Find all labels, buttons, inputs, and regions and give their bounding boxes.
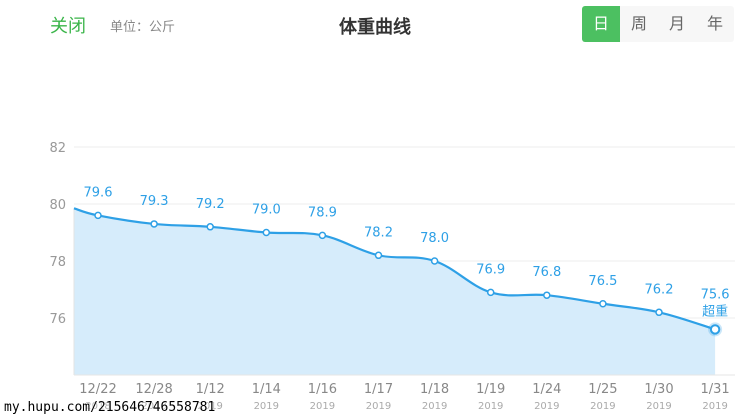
data-point	[709, 324, 721, 335]
tab-week[interactable]: 周	[620, 6, 658, 42]
data-label: 79.6	[84, 185, 113, 200]
x-tick-year: 2018	[141, 401, 166, 412]
x-tick-label: 1/25	[588, 382, 617, 397]
data-point	[318, 231, 327, 240]
data-point	[430, 257, 439, 265]
data-label: 79.3	[140, 194, 169, 209]
x-tick-year: 2018	[85, 401, 110, 412]
x-tick-year: 2019	[478, 401, 503, 412]
data-point	[150, 220, 158, 228]
x-tick-year: 2019	[422, 401, 447, 412]
unit-label: 单位：公斤	[110, 20, 176, 35]
x-tick-year: 2019	[197, 401, 222, 412]
x-tick-label: 1/30	[644, 382, 673, 397]
tab-day[interactable]: 日	[582, 6, 620, 42]
x-tick-label: 1/24	[532, 382, 561, 397]
data-point	[655, 308, 663, 317]
period-tabs: 日 周 月 年	[582, 6, 734, 42]
data-point	[374, 251, 383, 260]
x-tick-year: 2019	[310, 401, 335, 412]
x-tick-year: 2019	[702, 401, 727, 412]
status-label: 超重	[702, 303, 728, 319]
data-point	[543, 291, 551, 299]
data-point	[94, 211, 102, 220]
close-button[interactable]: 关闭	[50, 16, 86, 37]
tab-year[interactable]: 年	[696, 6, 734, 42]
y-tick-label: 82	[49, 141, 66, 156]
x-tick-label: 1/31	[700, 382, 729, 397]
data-label: 76.8	[532, 265, 561, 280]
top-bar: 关闭 单位：公斤 体重曲线 日 周 月 年	[0, 0, 750, 50]
x-tick-label: 1/18	[420, 382, 449, 397]
x-tick-label: 12/22	[79, 382, 116, 397]
data-label: 78.0	[420, 231, 449, 246]
data-point	[486, 288, 495, 297]
x-tick-year: 2019	[366, 401, 391, 412]
x-tick-label: 1/14	[252, 382, 281, 397]
data-label: 76.2	[645, 282, 674, 297]
data-label: 79.0	[252, 203, 281, 218]
data-label: 78.2	[364, 225, 393, 240]
x-tick-year: 2019	[646, 401, 671, 412]
x-tick-label: 1/16	[308, 382, 337, 397]
data-point	[262, 228, 271, 237]
data-point	[206, 223, 214, 231]
data-label: 76.5	[588, 274, 617, 289]
data-label: 76.9	[476, 262, 505, 277]
page-title: 体重曲线	[339, 17, 411, 38]
data-label: 78.9	[308, 205, 337, 220]
data-label: 79.2	[196, 197, 225, 212]
y-tick-label: 78	[49, 255, 66, 270]
x-tick-label: 1/19	[476, 382, 505, 397]
x-tick-year: 2019	[534, 401, 559, 412]
data-point	[599, 300, 607, 308]
x-tick-label: 12/28	[135, 382, 172, 397]
x-tick-label: 1/12	[196, 382, 225, 397]
tab-month[interactable]: 月	[658, 6, 696, 42]
watermark: my.hupu.com/215646746558781	[4, 400, 216, 415]
y-tick-label: 80	[49, 198, 66, 213]
x-tick-label: 1/17	[364, 382, 393, 397]
y-tick-label: 76	[49, 312, 66, 327]
x-tick-year: 2019	[590, 401, 615, 412]
area-fill	[74, 208, 716, 375]
data-label: 75.6	[701, 287, 730, 302]
x-tick-year: 2019	[254, 401, 279, 412]
